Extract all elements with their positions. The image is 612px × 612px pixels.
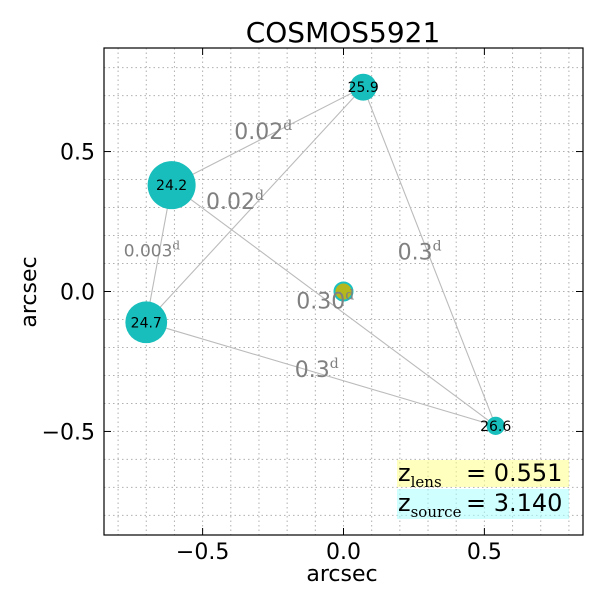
image-points: 24.2 25.9 24.7 26.6 [125,73,511,435]
image-mag-label: 24.2 [156,178,187,194]
delay-label: 0.3d [295,356,339,383]
x-tick-label: 0.5 [467,540,502,565]
z-lens-label: zlens [398,459,442,491]
chart-title: COSMOS5921 [246,16,441,49]
image-point [147,161,196,210]
y-tick-label: −0.5 [42,420,95,445]
z-lens-value: = 0.551 [466,459,562,487]
connection-lines [145,86,497,427]
image-point [349,73,377,101]
x-axis-label: arcsec [306,562,377,587]
delay-label: 0.30d [296,287,354,314]
z-source-highlight [397,489,569,519]
z-source-value: = 3.140 [466,489,562,517]
delay-label: 0.02d [234,118,292,145]
image-mag-label: 25.9 [348,80,379,96]
connection-line [171,184,496,427]
lens-point [333,281,354,302]
y-tick-label: 0.5 [60,141,95,166]
redshift-annotation: zlens = 0.551 zsource = 3.140 [397,459,569,521]
delay-label: 0.003d [124,239,181,262]
connection-line [145,86,364,323]
connection-line [362,86,497,427]
z-source-label: zsource [398,489,462,521]
image-mag-label: 26.6 [480,419,511,435]
z-lens-highlight [397,460,569,487]
delay-labels: 0.02d 0.02d 0.003d 0.3d 0.30d 0.3d [124,118,442,383]
connection-line [171,86,364,186]
connection-line [146,321,496,427]
x-tick-label: −0.5 [176,540,229,565]
axis-ticks: −0.5 0.0 0.5 0.5 0.0 −0.5 [42,48,583,565]
delay-label: 0.3d [398,238,442,265]
image-mag-label: 24.7 [131,315,162,331]
image-point [125,301,168,344]
y-axis-label: arcsec [17,256,42,327]
image-point [486,416,505,435]
delay-label: 0.02d [206,188,264,215]
y-tick-label: 0.0 [60,281,95,306]
x-tick-label: 0.0 [326,540,361,565]
